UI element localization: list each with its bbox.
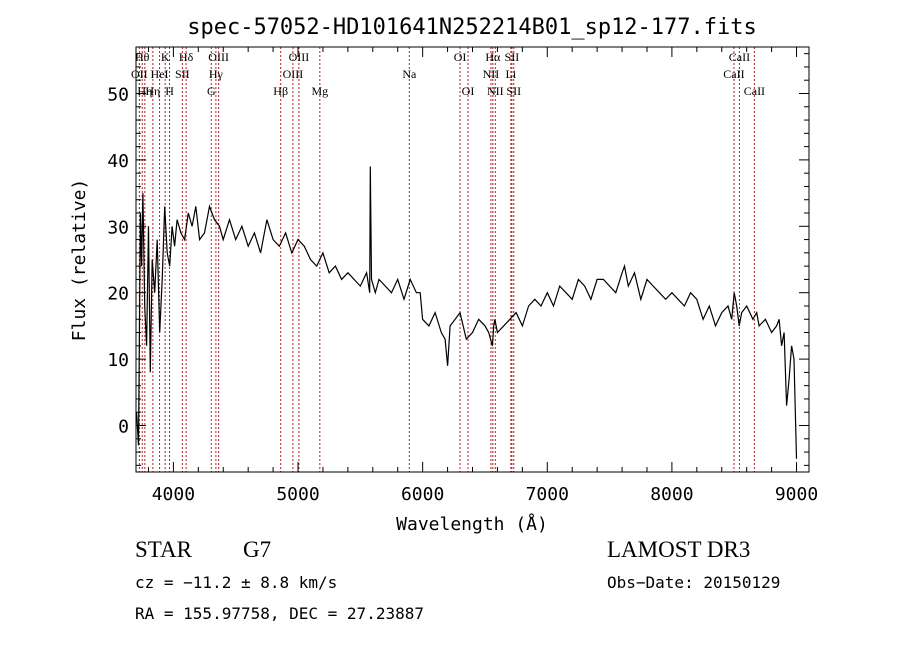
line-label-24: SII bbox=[506, 84, 521, 98]
spectrum-line bbox=[136, 166, 798, 459]
x-tick-label: 9000 bbox=[775, 484, 818, 505]
y-tick-label: 20 bbox=[107, 284, 129, 305]
y-tick-label: 50 bbox=[107, 84, 129, 105]
line-label-18: OI bbox=[462, 84, 475, 98]
line-label-19: NII bbox=[483, 67, 500, 81]
y-tick-label: 40 bbox=[107, 151, 129, 172]
object-subclass: G7 bbox=[243, 537, 272, 562]
line-label-2: Hη bbox=[137, 84, 152, 98]
y-axis-label: Flux (relative) bbox=[69, 179, 90, 342]
plot-frame bbox=[135, 46, 810, 473]
line-label-1: Hθ bbox=[135, 50, 150, 64]
axis-ticks bbox=[136, 47, 809, 472]
survey-name: LAMOST DR3 bbox=[607, 537, 751, 562]
line-label-0: OII bbox=[131, 67, 148, 81]
obs-date-text: Obs−Date: 20150129 bbox=[607, 573, 781, 592]
line-label-17: OI bbox=[454, 50, 467, 64]
line-label-14: OIII bbox=[289, 50, 310, 64]
y-tick-label: 30 bbox=[107, 217, 129, 238]
line-label-20: Hα bbox=[485, 50, 501, 64]
line-label-12: Hβ bbox=[273, 84, 288, 98]
line-label-16: Na bbox=[402, 67, 417, 81]
line-label-26: CaII bbox=[729, 50, 750, 64]
coordinates-text: RA = 155.97758, DEC = 27.23887 bbox=[135, 604, 424, 623]
line-label-3: Hη bbox=[145, 84, 160, 98]
line-label-8: Hδ bbox=[179, 50, 194, 64]
y-tick-label: 10 bbox=[107, 350, 129, 371]
line-label-13: OIII bbox=[283, 67, 304, 81]
spectral-line-markers bbox=[138, 47, 755, 472]
line-label-22: Li bbox=[506, 67, 517, 81]
x-tick-label: 8000 bbox=[650, 484, 693, 505]
line-label-27: CaII bbox=[744, 84, 765, 98]
line-label-4: HeI bbox=[151, 67, 169, 81]
line-label-7: SII bbox=[175, 67, 190, 81]
x-tick-label: 4000 bbox=[152, 484, 195, 505]
y-tick-label: 0 bbox=[118, 417, 129, 438]
line-label-23: SII bbox=[505, 50, 520, 64]
x-tick-label: 6000 bbox=[401, 484, 444, 505]
x-tick-label: 5000 bbox=[276, 484, 319, 505]
line-label-15: Mg bbox=[311, 84, 328, 98]
x-axis-label: Wavelength (Å) bbox=[396, 513, 548, 535]
line-label-6: H bbox=[165, 84, 174, 98]
line-label-5: K bbox=[161, 50, 170, 64]
x-tick-label: 7000 bbox=[526, 484, 569, 505]
line-label-9: G bbox=[207, 84, 216, 98]
line-label-25: CaII bbox=[723, 67, 744, 81]
redshift-text: cz = −11.2 ± 8.8 km/s bbox=[135, 573, 338, 592]
object-class: STAR bbox=[135, 537, 192, 562]
spectral-line-labels: OIIHθHηHηHeIKHSIIHδGHγOIIIHβOIIIOIIIMgNa… bbox=[131, 50, 765, 98]
line-label-11: OIII bbox=[208, 50, 229, 64]
line-label-21: NII bbox=[487, 84, 504, 98]
line-label-10: Hγ bbox=[209, 67, 224, 81]
chart-title: spec-57052-HD101641N252214B01_sp12-177.f… bbox=[187, 15, 757, 40]
tick-labels: 4000 5000 6000 7000 8000 9000 0 10 20 30 40 50 bbox=[107, 84, 818, 505]
